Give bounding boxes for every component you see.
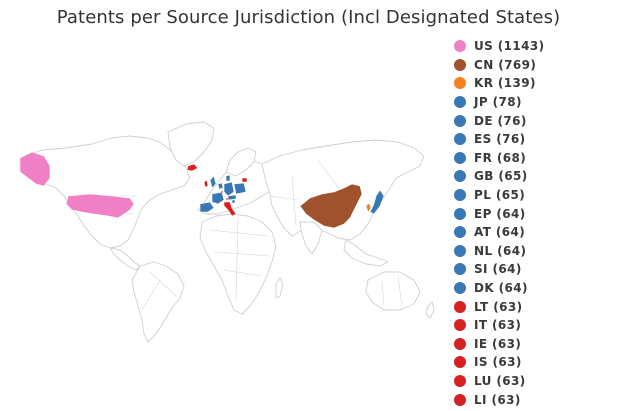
legend-label: KR (139) (474, 76, 536, 91)
map-title: Patents per Source Jurisdiction (Incl De… (56, 7, 561, 28)
legend-label: LT (63) (474, 299, 523, 314)
legend-dot-icon (454, 300, 466, 313)
legend-item[interactable]: US (1143) (454, 37, 614, 56)
legend-dot-icon (454, 170, 466, 183)
legend-label: ES (76) (474, 132, 526, 147)
region-us (65, 193, 135, 219)
legend-label: EP (64) (474, 206, 526, 221)
legend-label: IT (63) (474, 318, 522, 333)
legend-item[interactable]: ES (76) (454, 130, 614, 149)
legend-item[interactable]: CN (769) (454, 56, 614, 75)
legend-dot-icon (454, 151, 466, 164)
australia (365, 271, 421, 311)
legend-item[interactable]: NL (64) (454, 242, 614, 261)
india (299, 221, 323, 255)
legend-dot-icon (454, 226, 466, 239)
legend-label: GB (65) (474, 169, 528, 184)
region-li (225, 197, 229, 201)
region-gb (209, 175, 217, 189)
legend-dot-icon (454, 319, 466, 332)
legend-dot-icon (454, 393, 466, 406)
new-zealand (425, 301, 435, 319)
legend: US (1143) CN (769) KR (139) JP (78) DE (76) E… (454, 37, 614, 409)
highlighted-countries (19, 151, 385, 229)
region-lu (220, 190, 224, 194)
legend-dot-icon (454, 58, 466, 71)
legend-item[interactable]: LI (63) (454, 390, 614, 409)
greenland (167, 121, 215, 167)
legend-label: LI (63) (474, 392, 521, 407)
region-de (223, 181, 235, 197)
legend-dot-icon (454, 337, 466, 350)
country-borders (64, 159, 403, 311)
south-america (131, 261, 185, 343)
region-us-alaska (19, 151, 51, 187)
legend-item[interactable]: EP (64) (454, 204, 614, 223)
region-at (227, 194, 237, 201)
legend-item[interactable]: JP (78) (454, 93, 614, 112)
central-america (109, 247, 141, 271)
legend-label: AT (64) (474, 225, 526, 240)
legend-label: CN (769) (474, 57, 537, 72)
legend-label: NL (64) (474, 243, 527, 258)
legend-item[interactable]: DK (64) (454, 279, 614, 298)
legend-item[interactable]: FR (68) (454, 149, 614, 168)
legend-label: DK (64) (474, 281, 528, 296)
region-es (199, 201, 215, 213)
legend-item[interactable]: DE (76) (454, 111, 614, 130)
legend-item[interactable]: SI (64) (454, 260, 614, 279)
madagascar (275, 277, 284, 299)
legend-label: JP (78) (474, 95, 522, 110)
legend-item[interactable]: GB (65) (454, 167, 614, 186)
legend-item[interactable]: IT (63) (454, 316, 614, 335)
legend-label: LU (63) (474, 373, 526, 388)
legend-label: US (1143) (474, 39, 545, 54)
region-cn (299, 183, 363, 229)
legend-dot-icon (454, 189, 466, 202)
legend-item[interactable]: IE (63) (454, 335, 614, 354)
legend-dot-icon (454, 263, 466, 276)
legend-item[interactable]: LT (63) (454, 297, 614, 316)
legend-item[interactable]: PL (65) (454, 186, 614, 205)
legend-dot-icon (454, 356, 466, 369)
legend-item[interactable]: AT (64) (454, 223, 614, 242)
africa (199, 213, 277, 315)
legend-dot-icon (454, 133, 466, 146)
region-dk (225, 174, 231, 182)
north-america (19, 135, 191, 249)
legend-label: SI (64) (474, 262, 522, 277)
legend-item[interactable]: KR (139) (454, 74, 614, 93)
legend-dot-icon (454, 374, 466, 387)
legend-label: DE (76) (474, 113, 527, 128)
region-ie (203, 179, 209, 188)
legend-item[interactable]: LU (63) (454, 372, 614, 391)
region-lt (241, 177, 248, 183)
legend-dot-icon (454, 207, 466, 220)
region-it (223, 201, 237, 217)
legend-dot-icon (454, 244, 466, 257)
legend-dot-icon (454, 77, 466, 90)
legend-label: FR (68) (474, 150, 527, 165)
scandinavia (225, 147, 257, 177)
region-pl (233, 182, 247, 195)
region-nl (217, 182, 224, 190)
legend-dot-icon (454, 282, 466, 295)
legend-dot-icon (454, 96, 466, 109)
legend-dot-icon (454, 40, 466, 53)
legend-dot-icon (454, 114, 466, 127)
region-jp (369, 189, 385, 215)
legend-item[interactable]: IS (63) (454, 353, 614, 372)
legend-label: PL (65) (474, 188, 526, 203)
region-kr (365, 202, 372, 213)
southeast-asia (343, 239, 389, 267)
region-is (186, 163, 199, 172)
legend-label: IS (63) (474, 355, 522, 370)
legend-label: IE (63) (474, 336, 522, 351)
region-fr (211, 191, 225, 205)
region-si (231, 199, 236, 204)
